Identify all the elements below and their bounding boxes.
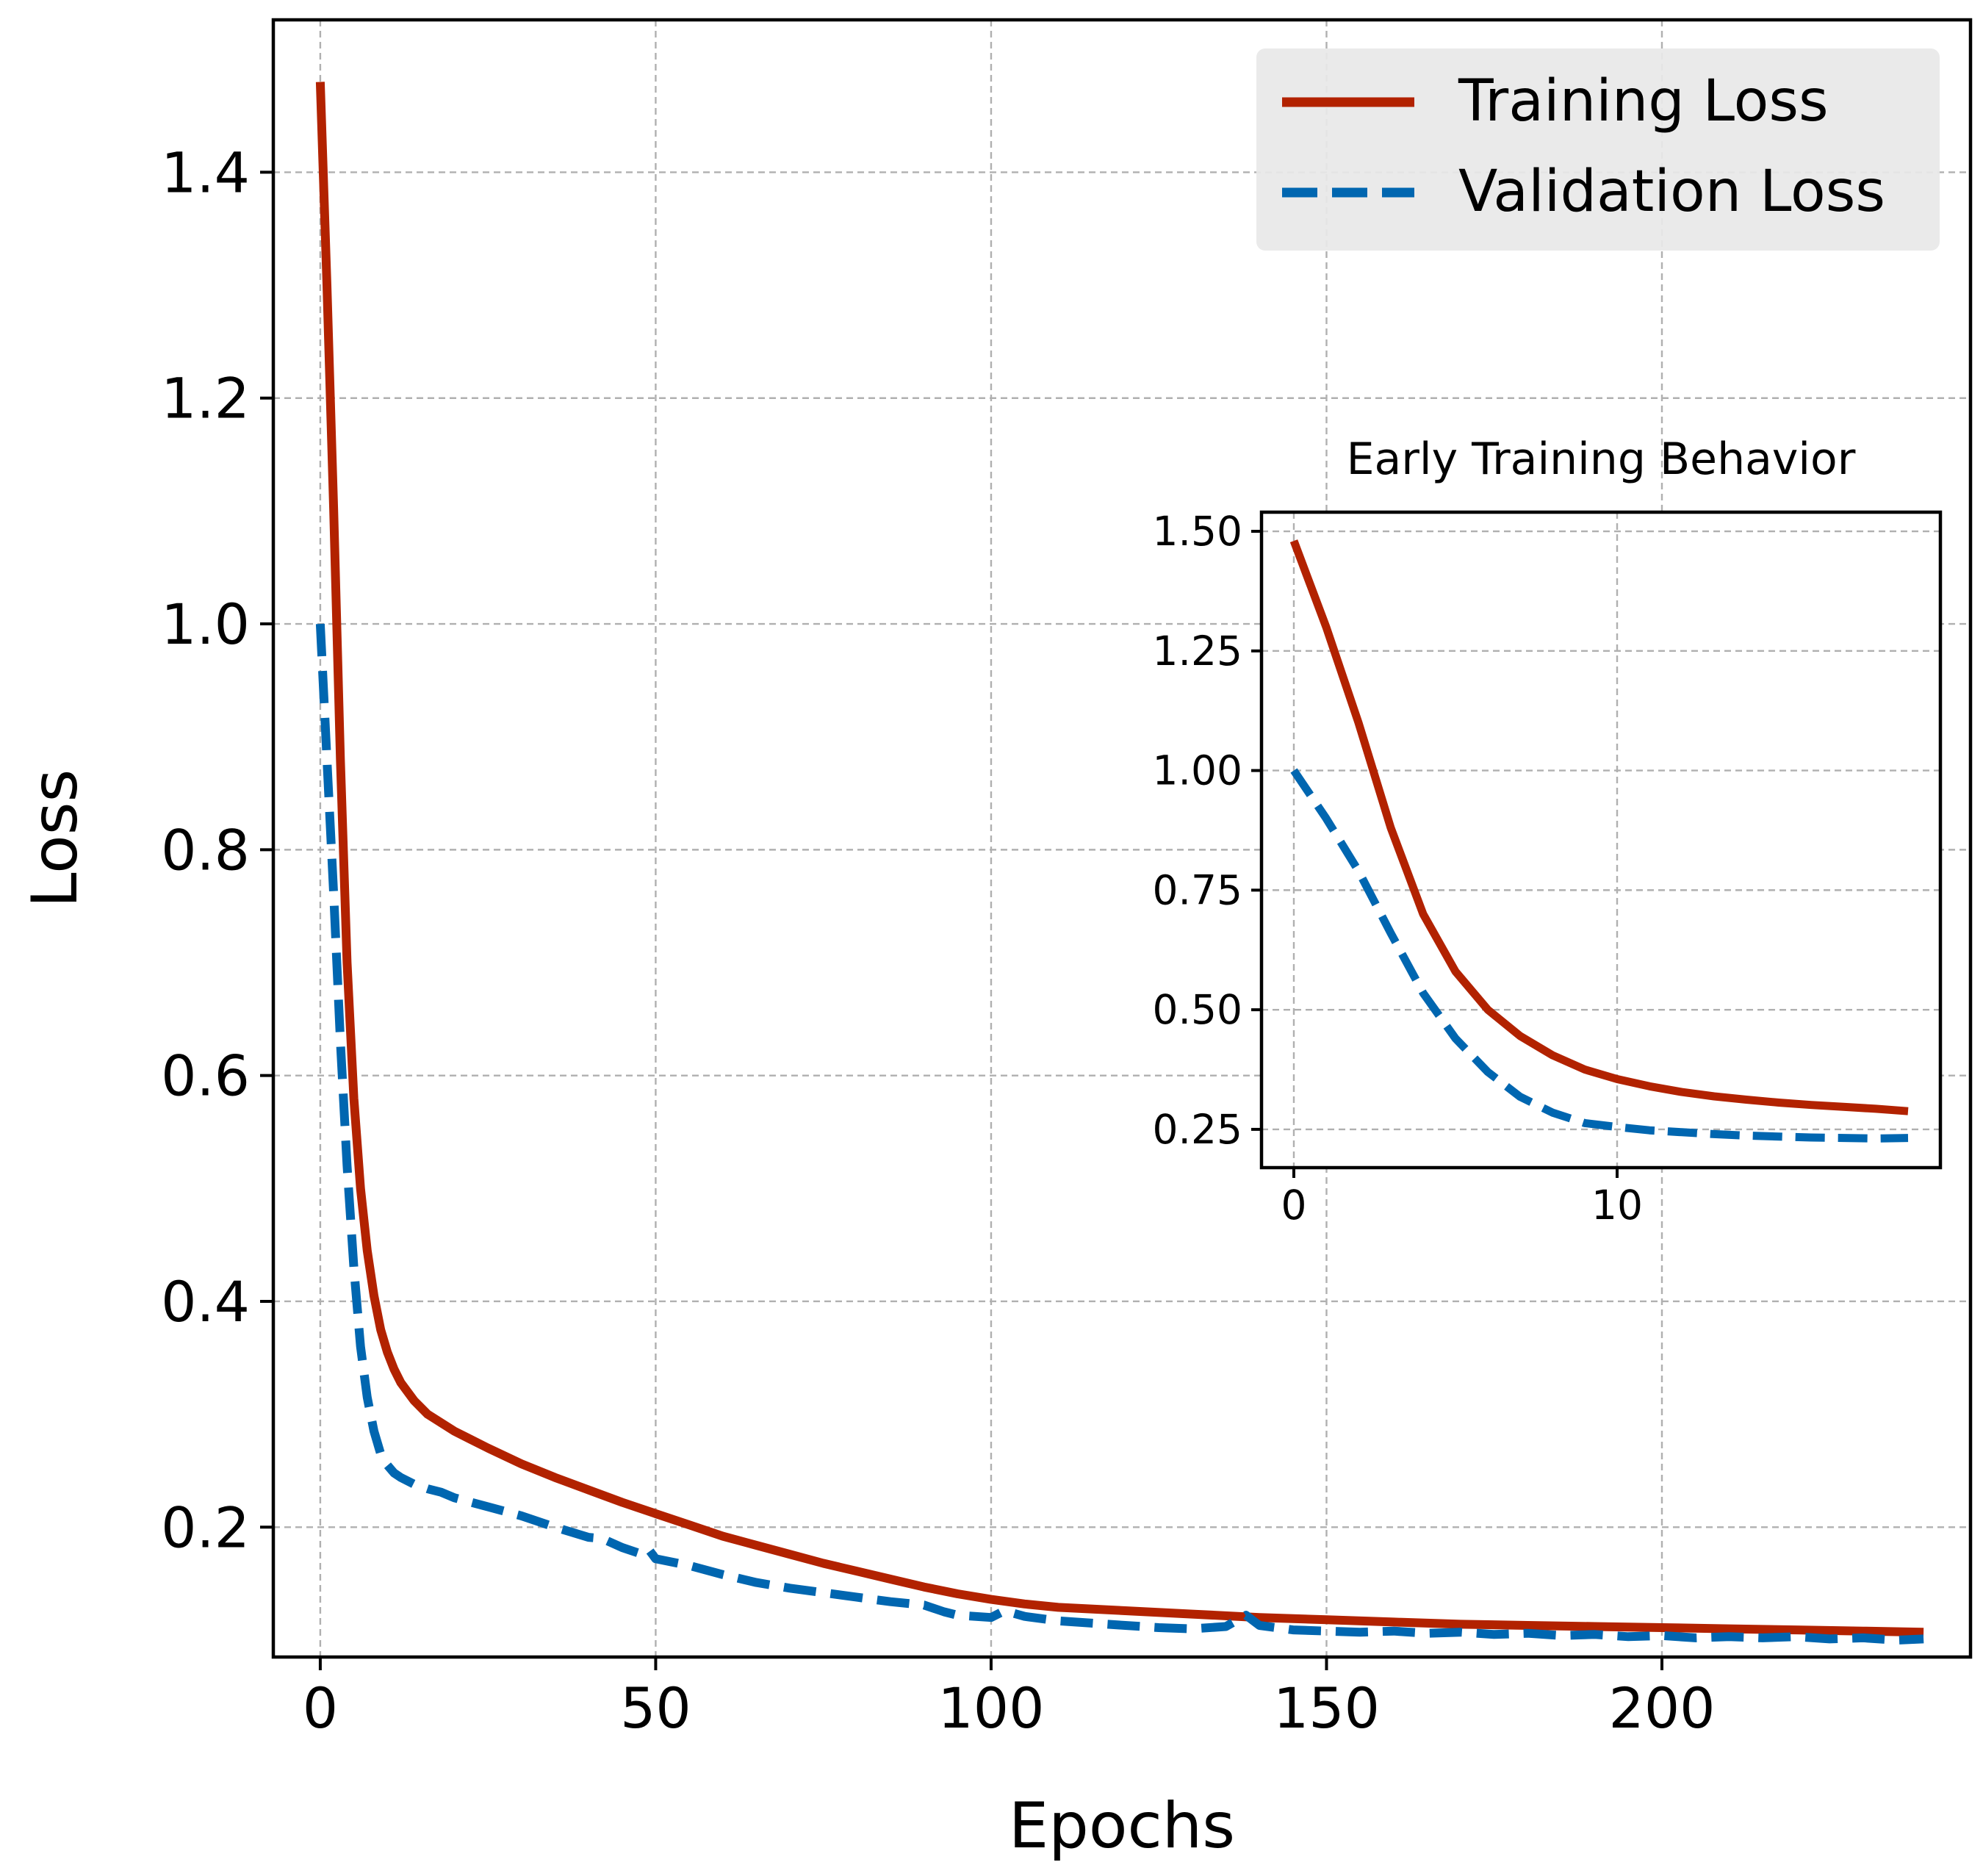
main-y-tick-label: 0.6	[161, 1043, 250, 1109]
main-series	[315, 82, 1924, 1645]
legend: Training Loss Validation Loss	[1256, 48, 1940, 251]
inset-x-tick-label: 0	[1281, 1182, 1307, 1229]
inset-y-tick-label: 0.75	[1153, 866, 1242, 913]
legend-box	[1256, 48, 1940, 251]
main-y-tick-label: 1.2	[161, 366, 250, 431]
inset-y-tick-label: 0.50	[1153, 986, 1242, 1033]
main-y-tick-label: 1.4	[161, 140, 250, 205]
inset-title: Early Training Behavior	[1347, 434, 1856, 485]
main-axes-frame	[271, 18, 1973, 1659]
legend-label-training: Training Loss	[1458, 68, 1829, 134]
y-axis-label: Loss	[18, 769, 92, 908]
legend-label-validation: Validation Loss	[1458, 159, 1885, 225]
inset-plot: 0 10 0.25 0.50 0.75 1.00 1.25 1.50 Early Traini…	[1153, 434, 1943, 1229]
inset-background	[1262, 512, 1940, 1168]
inset-training-loss-line	[1289, 539, 1909, 1115]
x-axis-label: Epochs	[1009, 1789, 1235, 1863]
main-y-tick-label: 0.4	[161, 1269, 250, 1334]
main-x-tick-label: 0	[303, 1675, 338, 1741]
inset-y-tick-label: 1.25	[1153, 628, 1242, 675]
main-training-loss-line	[315, 82, 1924, 1637]
inset-grid	[1262, 512, 1940, 1168]
inset-axes-frame	[1259, 510, 1943, 1170]
inset-series	[1289, 539, 1909, 1143]
main-x-tick-label: 150	[1273, 1675, 1380, 1741]
inset-ticks: 0 10 0.25 0.50 0.75 1.00 1.25 1.50	[1153, 508, 1643, 1229]
main-y-tick-label: 0.8	[161, 817, 250, 883]
inset-x-tick-label: 10	[1591, 1182, 1643, 1229]
inset-y-tick-label: 1.50	[1153, 508, 1242, 555]
inset-y-tick-label: 1.00	[1153, 747, 1242, 794]
main-x-tick-label: 100	[937, 1675, 1044, 1741]
main-y-tick-label: 1.0	[161, 592, 250, 657]
inset-validation-loss-line	[1290, 768, 1909, 1143]
main-y-tick-label: 0.2	[161, 1495, 250, 1560]
main-x-tick-label: 200	[1608, 1675, 1715, 1741]
inset-y-tick-label: 0.25	[1153, 1106, 1242, 1153]
main-x-tick-label: 50	[620, 1675, 691, 1741]
main-validation-loss-line	[315, 623, 1924, 1645]
